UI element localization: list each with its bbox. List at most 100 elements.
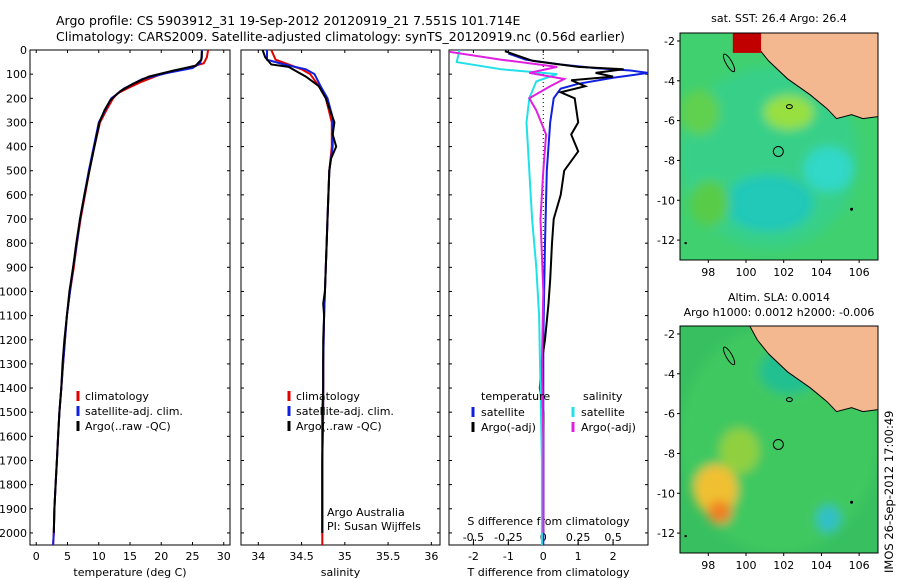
temperature-line-1: [52, 50, 203, 545]
map-x-tick-label: 104: [811, 266, 832, 279]
y-tick-label: 500: [6, 165, 27, 178]
legend-label: satellite-adj. clim.: [85, 405, 183, 418]
difference-line-0: [508, 52, 648, 545]
island-christmas: [850, 500, 854, 504]
salinity-series: [261, 50, 338, 545]
x-tick-label: -1: [503, 550, 514, 563]
temperature-line-2: [52, 51, 203, 533]
s-tick-label: 0.25: [566, 531, 591, 544]
land-sumatra: [680, 326, 878, 413]
map-color-patch: [719, 428, 760, 474]
legend-label: Argo(-adj): [581, 421, 636, 434]
y-tick-label: 2000: [0, 527, 27, 540]
panel-difference: -2 -1 0 1 2 T difference from climatology -0.5…: [448, 49, 649, 579]
s-tick-label: -0.25: [494, 531, 522, 544]
island-siberut: [722, 346, 736, 366]
y-tick-label: 300: [6, 116, 27, 129]
legend-label: satellite: [581, 406, 625, 419]
map-color-patch: [764, 95, 814, 130]
panel-salinity: 34 34.5 35 35.5 36 salinity climatology satelli…: [240, 49, 441, 579]
difference-line-1: [504, 50, 624, 533]
temperature-frame: [29, 49, 231, 546]
map-x-tick-label: 100: [736, 266, 757, 279]
chart-title-line1: Argo profile: CS 5903912_31 19-Sep-2012 …: [56, 13, 521, 28]
s-tick-label: 0.5: [604, 531, 622, 544]
legend-header-temperature: temperature: [481, 390, 550, 403]
map-x-tick-label: 102: [773, 559, 794, 572]
y-tick-label: 1200: [0, 334, 27, 347]
salinity-xlabel: salinity: [321, 566, 361, 579]
map-y-tick-label: -2: [664, 35, 675, 48]
x-tick-label: 34.5: [289, 550, 314, 563]
map-title-2: Argo h1000: 0.0012 h2000: -0.006: [684, 306, 875, 319]
y-tick-label: 800: [6, 237, 27, 250]
island-cocos: [684, 534, 687, 538]
y-tick-label: 1400: [0, 382, 27, 395]
difference-line-2: [455, 50, 558, 545]
map-y-tick-label: -4: [664, 368, 675, 381]
map-sst: -2 -4 -6 -8 -10 -12 98 100 102 104 106 sat. SST: 26…: [657, 12, 879, 279]
y-tick-label: 700: [6, 213, 27, 226]
y-tick-label: 1700: [0, 454, 27, 467]
map-color-patch: [803, 146, 854, 192]
panel-temperature: 0100200300400500600700800900100011001200…: [0, 44, 231, 579]
x-tick-label: 20: [154, 550, 168, 563]
y-tick-label: 1100: [0, 310, 27, 323]
map-y-tick-label: -2: [664, 328, 675, 341]
map-field: [680, 33, 878, 260]
map-field: [680, 326, 878, 553]
island-siberut: [722, 53, 736, 73]
x-tick-label: 30: [217, 550, 231, 563]
island-enggano: [785, 397, 793, 403]
map-title: Altim. SLA: 0.0014: [728, 291, 830, 304]
y-tick-label: 400: [6, 141, 27, 154]
legend-label: climatology: [296, 390, 360, 403]
diff-top-label: S difference from climatology: [467, 515, 630, 528]
difference-xlabel: T difference from climatology: [467, 566, 630, 579]
map-color-patch: [707, 500, 732, 524]
difference-frame: [448, 49, 649, 546]
x-tick-label: 0: [33, 550, 40, 563]
salinity-frame: [240, 49, 441, 546]
x-tick-label: 1: [575, 550, 582, 563]
y-tick-label: 1000: [0, 285, 27, 298]
legend-label: satellite-adj. clim.: [296, 405, 394, 418]
difference-line-3: [449, 50, 568, 533]
map-x-tick-label: 102: [773, 266, 794, 279]
map-sla: -2 -4 -6 -8 -10 -12 98 100 102 104 106 Altim. SLA: …: [657, 291, 879, 572]
legend-label: Argo(-adj): [481, 421, 536, 434]
map-color-patch: [816, 505, 841, 533]
x-tick-label: 36: [424, 550, 438, 563]
salinity-line-2: [261, 50, 338, 533]
x-tick-label: 10: [92, 550, 106, 563]
x-tick-label: 15: [123, 550, 137, 563]
y-tick-label: 1500: [0, 406, 27, 419]
map-y-tick-label: -10: [657, 487, 675, 500]
y-tick-label: 0: [20, 44, 27, 57]
map-x-tick-label: 100: [736, 559, 757, 572]
map-color-patch: [689, 180, 730, 226]
annotation-text: Argo Australia: [327, 506, 405, 519]
y-tick-label: 600: [6, 189, 27, 202]
map-color-patch: [693, 464, 738, 515]
legend-label: Argo(..raw -QC): [85, 420, 171, 433]
footer-stamp: IMOS 26-Sep-2012 17:00:49: [882, 411, 896, 574]
x-tick-label: -2: [468, 550, 479, 563]
map-y-tick-label: -12: [657, 234, 675, 247]
map-y-tick-label: -6: [664, 115, 675, 128]
temperature-series: [52, 50, 210, 545]
x-tick-label: 0: [540, 550, 547, 563]
legend-label: climatology: [85, 390, 149, 403]
map-x-tick-label: 98: [701, 559, 715, 572]
map-y-tick-label: -10: [657, 194, 675, 207]
island-christmas: [850, 207, 854, 211]
map-field-blobs: [680, 67, 859, 249]
y-tick-label: 1800: [0, 479, 27, 492]
argo-float-marker: [772, 145, 784, 157]
map-x-tick-label: 104: [811, 559, 832, 572]
s-tick-label: -0.5: [463, 531, 484, 544]
map-frame: [679, 32, 879, 261]
y-tick-label: 900: [6, 261, 27, 274]
argo-float-marker: [772, 438, 784, 450]
map-frame: [679, 325, 879, 554]
